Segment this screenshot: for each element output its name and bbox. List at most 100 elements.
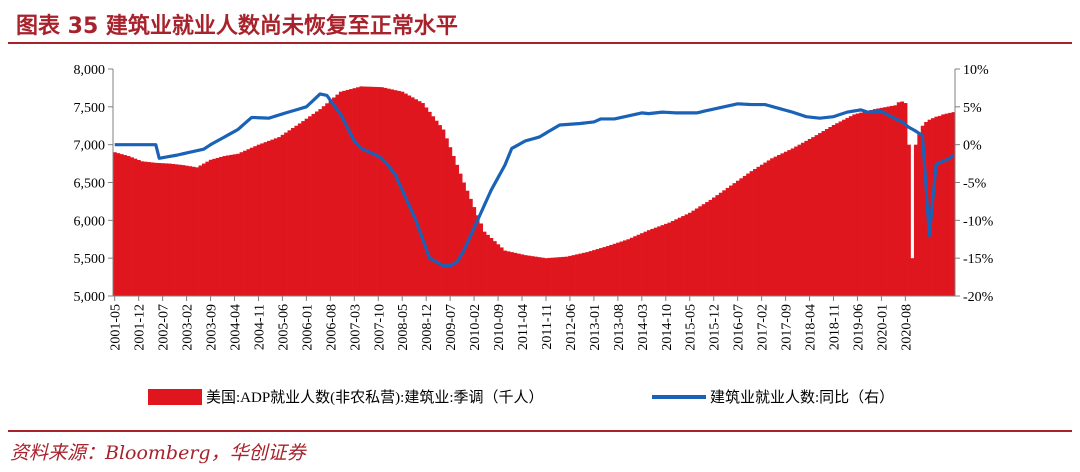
bar [650,228,655,296]
bar [445,138,449,296]
bar [243,150,247,296]
bar [855,113,860,297]
bar [421,103,425,296]
bar [818,133,822,296]
x-tick-label: 2001-05 [109,304,124,351]
bar [814,135,819,296]
bar [629,237,634,296]
title-rule [8,42,1072,44]
bar [431,116,436,296]
bar [557,257,562,296]
bar [790,148,795,296]
bar [212,158,217,296]
bar [475,215,480,296]
bar [260,143,264,296]
bar [828,127,833,296]
bar [397,90,401,296]
x-tick-label: 2020-01 [875,304,890,351]
bar [941,114,946,297]
bar [451,156,456,296]
bar [848,116,853,296]
bar [167,163,172,296]
bar [123,155,128,296]
figure-header: 图表 35 建筑业就业人数尚未恢复至正常水平 [8,2,1072,42]
bar [640,233,644,296]
bar [698,206,703,296]
bar [684,214,689,296]
bar [739,178,744,296]
bar [174,164,179,296]
bar [510,252,514,296]
bar [749,171,754,296]
bar [753,169,757,296]
bar [373,86,377,296]
bar [866,110,870,297]
bar [903,103,908,296]
right-tick-label: 10% [963,63,989,78]
bar [253,146,258,296]
right-tick-label: 0% [963,139,982,154]
bar [520,254,525,296]
x-tick-label: 2006-08 [324,304,339,351]
bar [325,103,329,296]
bar [393,90,398,296]
x-tick-label: 2013-01 [588,304,603,351]
bar [290,128,295,296]
bar [910,258,915,296]
bar [831,124,836,297]
bar [934,116,939,296]
bar [756,166,761,296]
x-tick-label: 2008-12 [420,304,435,351]
bar [126,156,131,296]
bar [468,198,473,296]
bar [581,252,586,296]
x-tick-label: 2018-04 [804,304,819,351]
figure-title: 图表 35 建筑业就业人数尚未恢复至正常水平 [16,14,458,39]
bar [619,241,624,296]
bar [718,192,723,296]
bar [677,217,682,296]
bar [773,156,778,296]
bar [198,165,203,296]
bar [735,180,740,296]
bar [547,257,552,296]
bar [130,157,134,296]
bar [575,254,579,296]
bar [715,195,720,296]
bar [527,255,531,296]
bar [896,102,901,296]
bar [201,163,206,296]
bar [869,109,874,297]
bar [530,256,535,296]
bar [725,187,730,296]
bar [561,256,566,296]
bar [800,142,805,296]
bar [889,105,894,296]
bar [694,208,699,296]
bar [503,250,507,296]
bar [838,121,843,297]
bar [492,241,497,296]
bar [845,117,850,297]
bar [681,216,685,296]
axes: 5,000 5,500 6,000 6,500 7,000 7,500 8,000 -20% -… [74,63,994,351]
legend-label-line: 建筑业就业人数:同比（右） [710,389,894,406]
bar [602,247,607,296]
bar [147,162,151,296]
bar [872,109,877,296]
bar [321,106,326,296]
bar [578,253,583,296]
bar [267,140,271,296]
bar [410,97,415,297]
bar [667,222,672,296]
bar [390,89,395,297]
bar [486,234,490,296]
bar [181,165,186,296]
bar [787,150,792,296]
bar [537,257,542,296]
bar [462,182,466,296]
bar [335,94,340,296]
bar [219,156,223,296]
bar [506,251,511,296]
bar [701,204,706,296]
